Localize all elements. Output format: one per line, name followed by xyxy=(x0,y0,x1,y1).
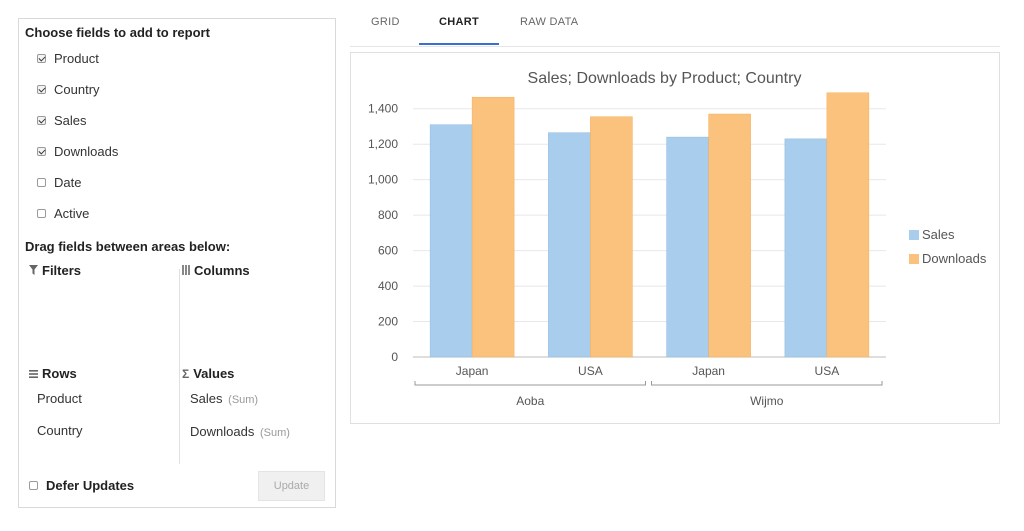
downloads-checkbox[interactable] xyxy=(37,146,46,156)
date-checkbox[interactable] xyxy=(37,177,46,187)
group-label: Aoba xyxy=(516,394,544,408)
bar-sales xyxy=(784,138,828,358)
x-tick-label: Japan xyxy=(456,364,489,378)
rows-item-label: Product xyxy=(37,391,82,406)
areas-divider xyxy=(179,269,180,464)
columns-icon xyxy=(182,264,190,278)
rows-label: Rows xyxy=(42,366,77,381)
x-tick-label: USA xyxy=(578,364,603,378)
filter-icon xyxy=(29,264,38,278)
values-item-sales[interactable]: Sales (Sum) xyxy=(190,391,258,406)
field-downloads[interactable]: Downloads xyxy=(37,142,118,160)
field-label: Country xyxy=(54,81,100,97)
field-label: Date xyxy=(54,174,82,190)
filters-area[interactable]: Filters xyxy=(29,263,81,278)
bar-downloads xyxy=(826,92,870,358)
aggregate-label: (Sum) xyxy=(228,394,259,406)
filters-label: Filters xyxy=(42,263,82,278)
field-product[interactable]: Product xyxy=(37,49,99,67)
values-label: Values xyxy=(193,366,235,381)
field-label: Sales xyxy=(54,112,87,128)
field-label: Downloads xyxy=(54,143,119,159)
x-tick-label: USA xyxy=(815,364,840,378)
fields-panel-title: Choose fields to add to report xyxy=(25,25,210,40)
rows-item-country[interactable]: Country xyxy=(37,423,83,438)
rows-icon xyxy=(29,367,38,381)
bar-sales xyxy=(548,132,591,358)
field-date[interactable]: Date xyxy=(37,173,81,191)
product-checkbox[interactable] xyxy=(37,53,46,63)
tab-chart[interactable]: CHART xyxy=(439,16,479,28)
group-label: Wijmo xyxy=(750,394,784,408)
update-button[interactable]: Update xyxy=(258,471,325,501)
defer-updates-checkbox[interactable] xyxy=(29,481,38,490)
rows-item-label: Country xyxy=(37,423,83,438)
active-checkbox[interactable] xyxy=(37,208,46,218)
bar-downloads xyxy=(471,96,515,358)
columns-label: Columns xyxy=(194,263,250,278)
field-label: Product xyxy=(54,50,99,66)
y-tick-label: 1,000 xyxy=(368,173,398,187)
field-label: Active xyxy=(54,205,90,221)
view-tabs: GRID CHART RAW DATA xyxy=(350,6,1000,47)
field-list-panel: Choose fields to add to report Product C… xyxy=(18,18,336,508)
tab-raw-data[interactable]: RAW DATA xyxy=(520,16,579,28)
active-tab-indicator xyxy=(419,43,499,45)
bar-downloads xyxy=(590,116,633,358)
group-bracket xyxy=(651,381,883,386)
legend-label: Downloads xyxy=(922,251,987,266)
rows-area[interactable]: Rows xyxy=(29,366,77,381)
y-tick-label: 0 xyxy=(391,350,398,364)
field-country[interactable]: Country xyxy=(37,80,100,98)
defer-updates-label: Defer Updates xyxy=(46,478,135,493)
y-tick-label: 200 xyxy=(378,315,398,329)
country-checkbox[interactable] xyxy=(37,84,46,94)
rows-item-product[interactable]: Product xyxy=(37,391,82,406)
values-item-downloads[interactable]: Downloads (Sum) xyxy=(190,424,290,439)
chart-container: Sales; Downloads by Product; Country 0 200… xyxy=(350,52,1000,424)
field-active[interactable]: Active xyxy=(37,204,89,222)
columns-area[interactable]: Columns xyxy=(182,263,250,278)
bar-sales xyxy=(666,136,709,358)
y-tick-label: 800 xyxy=(378,208,398,222)
bar-downloads xyxy=(708,113,751,358)
field-sales[interactable]: Sales xyxy=(37,111,87,129)
values-item-label: Downloads xyxy=(190,424,255,439)
sales-checkbox[interactable] xyxy=(37,115,46,125)
drag-areas-title: Drag fields between areas below: xyxy=(25,239,231,254)
y-tick-label: 1,400 xyxy=(368,102,398,116)
y-tick-label: 600 xyxy=(378,244,398,258)
tab-grid[interactable]: GRID xyxy=(371,16,400,28)
legend-label: Sales xyxy=(922,227,955,242)
legend-swatch xyxy=(909,230,919,240)
y-tick-label: 1,200 xyxy=(368,137,398,151)
aggregate-label: (Sum) xyxy=(259,427,290,439)
legend-swatch xyxy=(909,254,919,264)
y-tick-label: 400 xyxy=(378,279,398,293)
values-item-label: Sales xyxy=(190,391,223,406)
defer-updates[interactable]: Defer Updates xyxy=(29,478,134,493)
group-bracket xyxy=(414,381,646,386)
bar-sales xyxy=(429,124,473,358)
values-area[interactable]: Σ Values xyxy=(182,366,234,381)
sigma-icon: Σ xyxy=(182,366,190,381)
chart-title: Sales; Downloads by Product; Country xyxy=(528,70,802,87)
x-tick-label: Japan xyxy=(692,364,725,378)
bar-chart: Sales; Downloads by Product; Country 0 200… xyxy=(368,70,987,408)
